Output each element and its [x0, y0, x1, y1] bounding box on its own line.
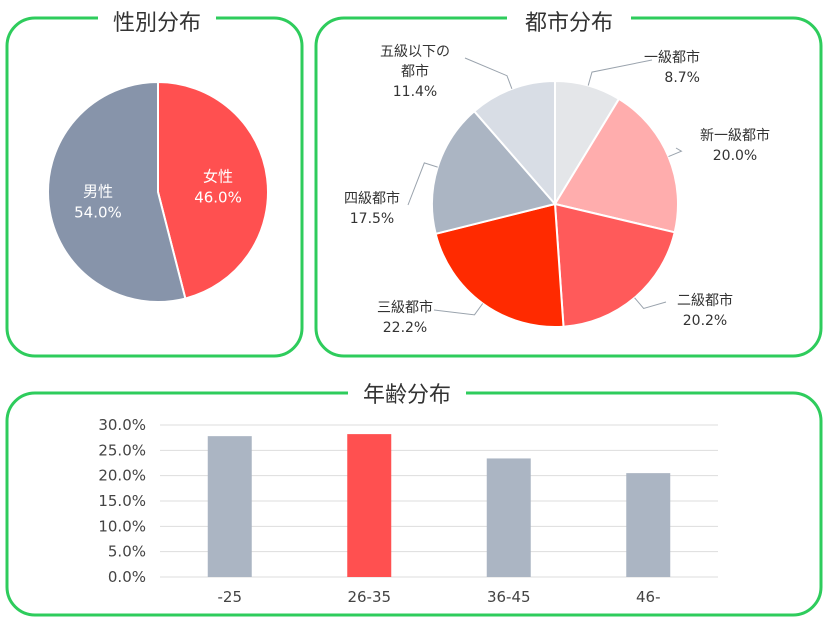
gender-pie-label: 男性 [83, 183, 113, 201]
city-pie-label: 新一級都市 [700, 127, 770, 144]
city-pie-label: 一級都市 [644, 49, 700, 66]
city-pie: 一級都市 8.7% 新一級都市 20.0% 二級都市 20.2% 三級都市 22.2% 四級都市… [344, 44, 770, 336]
city-pie-value: 17.5% [350, 211, 394, 227]
gender-pie: 女性 46.0% 男性 54.0% [47, 80, 269, 303]
city-pie-leader-line [587, 59, 653, 86]
city-pie-value: 8.7% [664, 70, 700, 86]
city-pie-leader-line [464, 57, 513, 89]
age-x-tick-label: 36-45 [487, 588, 531, 606]
city-pie-slice-1 [553, 97, 679, 234]
age-y-tick-label: 0.0% [108, 568, 146, 586]
city-pie-slice-2 [553, 202, 676, 328]
age-panel: 年齢分布 0.0% 5.0% 10.0% 15.0% 20.0% 25.0% 30.0% -2… [5, 381, 823, 617]
age-y-tick-label: 20.0% [98, 467, 146, 485]
age-y-tick-label: 25.0% [98, 441, 146, 459]
city-pie-value: 20.2% [683, 313, 727, 329]
city-pie-leader-line [433, 303, 484, 316]
age-y-tick-label: 10.0% [98, 517, 146, 535]
gender-pie-slice-1 [47, 80, 187, 303]
city-pie-label: 三級都市 [377, 299, 433, 316]
gender-pie-value: 46.0% [194, 188, 242, 206]
age-y-tick-label: 15.0% [98, 492, 146, 510]
city-pie-value: 22.2% [383, 320, 427, 336]
age-title-bg [348, 381, 466, 407]
city-pie-label: 都市 [401, 63, 429, 80]
gender-pie-label: 女性 [203, 167, 233, 185]
city-pie-slice-3 [434, 202, 565, 328]
age-bar [207, 436, 252, 577]
city-pie-label: 四級都市 [344, 190, 400, 207]
age-x-tick-label: 46- [636, 588, 661, 606]
city-pie-value: 20.0% [713, 148, 757, 164]
gender-panel-title: 性別分布 [113, 11, 201, 36]
gender-pie-value: 54.0% [74, 204, 122, 222]
city-pie-leader-line [407, 162, 438, 206]
city-pie-leader-line [668, 147, 683, 158]
age-y-tick-label: 30.0% [98, 416, 146, 434]
age-bar-chart: 0.0% 5.0% 10.0% 15.0% 20.0% 25.0% 30.0% -25 26-3… [98, 416, 718, 606]
age-bar [626, 473, 671, 577]
gender-title-bg [98, 8, 216, 34]
gender-pie-slice-0 [157, 80, 269, 300]
gender-panel: 性別分布 女性 46.0% 男性 54.0% [5, 8, 304, 358]
age-panel-title: 年齢分布 [363, 383, 451, 408]
age-y-tick-label: 5.0% [108, 543, 146, 561]
city-pie-value: 11.4% [393, 84, 437, 100]
city-panel: 都市分布 一級都市 8.7% 新一級都市 20.0% 二級都市 20.2% 三級都市 22.2… [314, 8, 823, 358]
city-pie-label: 五級以下の [380, 44, 450, 60]
city-panel-title: 都市分布 [525, 11, 613, 36]
city-pie-slice-4 [431, 109, 557, 236]
age-bar [486, 458, 531, 577]
age-x-tick-label: -25 [218, 588, 243, 606]
city-title-bg [507, 8, 631, 34]
age-x-tick-label: 26-35 [347, 588, 391, 606]
age-bar [347, 434, 392, 577]
city-pie-label: 二級都市 [677, 292, 733, 309]
city-pie-leader-line [634, 297, 667, 310]
